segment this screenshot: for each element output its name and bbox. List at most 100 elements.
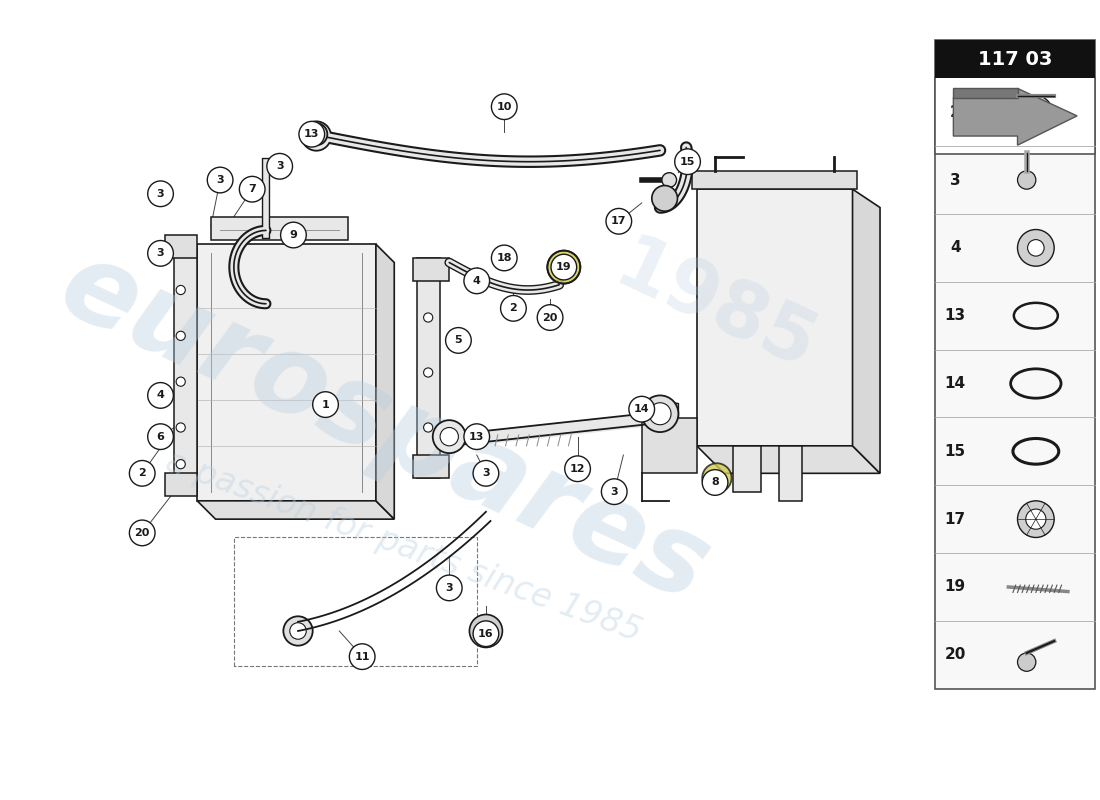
Text: 1985: 1985 bbox=[603, 230, 827, 387]
Text: 2: 2 bbox=[139, 468, 146, 478]
Circle shape bbox=[1018, 171, 1036, 189]
Text: 19: 19 bbox=[556, 262, 572, 272]
Polygon shape bbox=[417, 258, 440, 478]
Text: 20: 20 bbox=[134, 528, 150, 538]
Circle shape bbox=[432, 420, 465, 453]
FancyBboxPatch shape bbox=[935, 78, 1096, 689]
Circle shape bbox=[147, 382, 174, 408]
Polygon shape bbox=[692, 171, 857, 189]
Text: 3: 3 bbox=[610, 486, 618, 497]
Text: a passion for parts since 1985: a passion for parts since 1985 bbox=[161, 445, 646, 648]
Polygon shape bbox=[734, 446, 761, 492]
Polygon shape bbox=[696, 446, 880, 474]
Circle shape bbox=[424, 368, 432, 377]
Text: 3: 3 bbox=[156, 248, 164, 258]
Circle shape bbox=[702, 463, 732, 493]
FancyBboxPatch shape bbox=[935, 40, 1096, 78]
Circle shape bbox=[1020, 96, 1053, 129]
Circle shape bbox=[284, 616, 312, 646]
Text: 6: 6 bbox=[156, 432, 165, 442]
Circle shape bbox=[176, 377, 185, 386]
Circle shape bbox=[662, 173, 676, 187]
Circle shape bbox=[280, 222, 306, 248]
Circle shape bbox=[652, 186, 678, 211]
Text: 3: 3 bbox=[482, 468, 490, 478]
Circle shape bbox=[492, 94, 517, 119]
Polygon shape bbox=[211, 217, 349, 240]
Circle shape bbox=[309, 129, 323, 143]
Text: 12: 12 bbox=[570, 464, 585, 474]
Text: 20: 20 bbox=[945, 647, 966, 662]
Text: 13: 13 bbox=[945, 308, 966, 323]
Text: 10: 10 bbox=[496, 102, 512, 112]
Circle shape bbox=[299, 122, 324, 147]
Circle shape bbox=[470, 614, 503, 647]
Polygon shape bbox=[662, 400, 679, 427]
Text: 15: 15 bbox=[945, 444, 966, 459]
Circle shape bbox=[147, 241, 174, 266]
Text: 3: 3 bbox=[276, 162, 284, 171]
Text: 8: 8 bbox=[712, 478, 719, 487]
Text: 11: 11 bbox=[354, 652, 370, 662]
Circle shape bbox=[473, 461, 498, 486]
Text: 17: 17 bbox=[612, 216, 627, 226]
Text: 4: 4 bbox=[156, 390, 165, 401]
Circle shape bbox=[551, 254, 576, 280]
Polygon shape bbox=[174, 249, 197, 492]
Circle shape bbox=[267, 154, 293, 179]
Text: 13: 13 bbox=[469, 432, 484, 442]
Text: 3: 3 bbox=[446, 583, 453, 593]
Text: 16: 16 bbox=[478, 629, 494, 638]
Circle shape bbox=[1018, 230, 1054, 266]
Circle shape bbox=[301, 122, 331, 150]
Text: 14: 14 bbox=[945, 376, 966, 391]
Circle shape bbox=[1018, 653, 1036, 671]
Circle shape bbox=[500, 295, 526, 321]
Text: 1: 1 bbox=[321, 399, 329, 410]
Text: 18: 18 bbox=[496, 253, 512, 263]
Circle shape bbox=[424, 313, 432, 322]
Polygon shape bbox=[376, 244, 394, 519]
Circle shape bbox=[207, 167, 233, 193]
Circle shape bbox=[606, 209, 631, 234]
Polygon shape bbox=[779, 446, 802, 501]
Circle shape bbox=[1018, 501, 1054, 538]
Text: 2: 2 bbox=[509, 303, 517, 314]
Text: 2: 2 bbox=[949, 105, 960, 120]
Circle shape bbox=[176, 459, 185, 469]
Polygon shape bbox=[412, 258, 449, 281]
Polygon shape bbox=[165, 235, 197, 258]
Circle shape bbox=[350, 644, 375, 670]
Text: 19: 19 bbox=[945, 579, 966, 594]
Polygon shape bbox=[412, 455, 449, 478]
Text: 3: 3 bbox=[217, 175, 224, 185]
Circle shape bbox=[641, 395, 679, 432]
Text: 5: 5 bbox=[454, 335, 462, 346]
Circle shape bbox=[674, 149, 701, 174]
Text: 14: 14 bbox=[634, 404, 649, 414]
Circle shape bbox=[437, 575, 462, 601]
FancyBboxPatch shape bbox=[935, 40, 1096, 154]
Circle shape bbox=[564, 456, 591, 482]
Text: 3: 3 bbox=[156, 189, 164, 198]
Circle shape bbox=[176, 331, 185, 341]
Text: 17: 17 bbox=[945, 512, 966, 526]
Text: 117 03: 117 03 bbox=[978, 50, 1053, 69]
Circle shape bbox=[473, 621, 498, 646]
Circle shape bbox=[602, 479, 627, 505]
Circle shape bbox=[424, 423, 432, 432]
Circle shape bbox=[130, 520, 155, 546]
Text: 4: 4 bbox=[473, 276, 481, 286]
Polygon shape bbox=[954, 88, 1077, 146]
Polygon shape bbox=[852, 189, 880, 474]
Text: 20: 20 bbox=[542, 313, 558, 322]
Circle shape bbox=[289, 622, 306, 639]
Text: 3: 3 bbox=[950, 173, 960, 187]
Circle shape bbox=[629, 396, 654, 422]
Text: 9: 9 bbox=[289, 230, 297, 240]
Circle shape bbox=[1026, 509, 1046, 530]
Circle shape bbox=[537, 305, 563, 330]
Circle shape bbox=[476, 622, 495, 640]
Text: 15: 15 bbox=[680, 157, 695, 166]
Circle shape bbox=[240, 176, 265, 202]
